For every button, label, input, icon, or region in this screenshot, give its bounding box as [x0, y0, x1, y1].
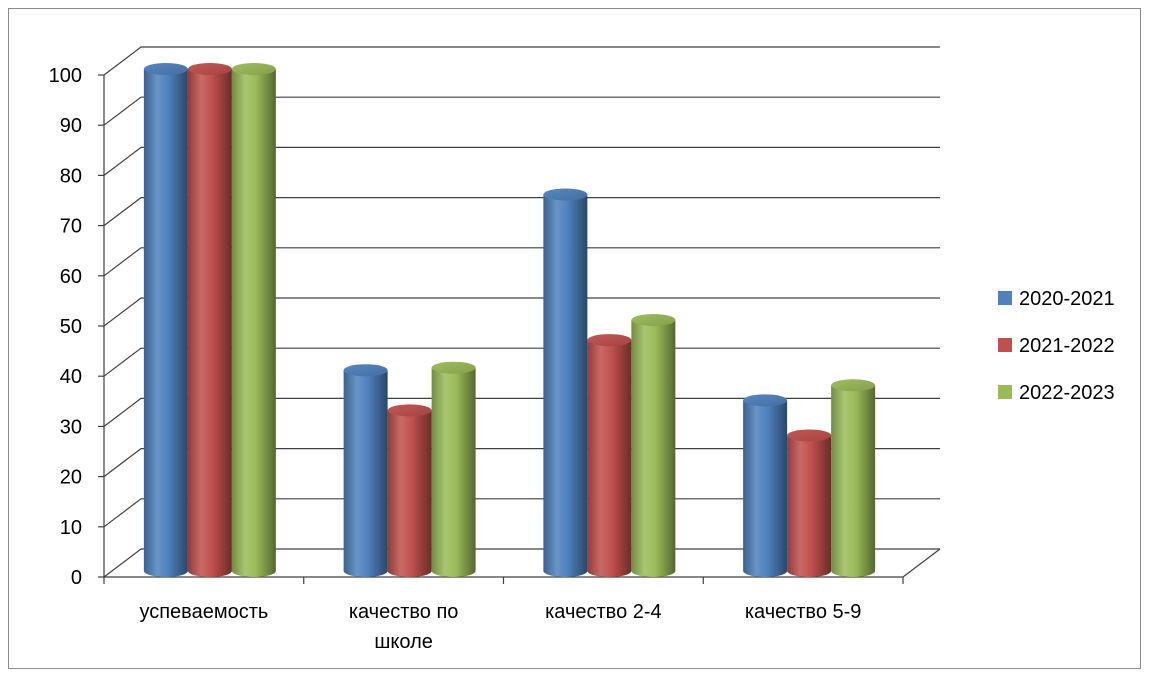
bar-body — [831, 385, 876, 577]
bar — [631, 314, 676, 577]
x-tick-label: успеваемость — [139, 601, 268, 623]
bar-body — [387, 410, 432, 577]
bar — [587, 334, 632, 577]
bar-body — [787, 435, 832, 577]
bar-top — [343, 364, 388, 377]
y-tick-label: 70 — [60, 216, 82, 238]
gridline — [103, 297, 940, 327]
y-tick-label: 90 — [60, 115, 82, 137]
y-tick-labels: 0 10 20 30 40 50 60 70 80 90 100 — [49, 65, 82, 589]
bar-top — [231, 63, 276, 75]
bar-top — [587, 334, 632, 347]
y-tick-label: 0 — [71, 567, 82, 589]
legend-swatch — [998, 385, 1012, 399]
bar-body — [743, 400, 788, 577]
y-tick-label: 30 — [60, 416, 82, 438]
x-tick-label: качество 2-4 — [545, 601, 662, 623]
bar — [343, 364, 388, 577]
y-tick-label: 60 — [60, 266, 82, 288]
legend-label: 2021-2022 — [1019, 335, 1115, 357]
bar — [787, 429, 832, 577]
y-tick-label: 50 — [60, 316, 82, 338]
gridline — [103, 46, 940, 76]
bar-body — [631, 320, 676, 577]
gridline — [103, 197, 940, 227]
bar-body — [343, 370, 388, 577]
y-tick-label: 20 — [60, 467, 82, 489]
gridline — [103, 247, 940, 277]
gridline — [103, 96, 940, 126]
bar-top — [831, 379, 876, 392]
legend: 2020-2021 2021-2022 2022-2023 — [998, 288, 1115, 404]
bar-top — [543, 188, 588, 201]
bar-top — [787, 429, 832, 442]
bar-body — [431, 367, 476, 577]
bar — [431, 361, 476, 577]
bar-top — [743, 394, 788, 407]
bar — [187, 63, 232, 577]
bar-top — [631, 314, 676, 326]
bar-body — [587, 340, 632, 577]
bar-body — [143, 69, 188, 577]
legend-label: 2022-2023 — [1019, 382, 1115, 404]
bar-body — [231, 69, 276, 577]
bar — [831, 379, 876, 577]
y-tick-label: 40 — [60, 366, 82, 388]
bar-top — [431, 361, 476, 374]
x-tick-label: школе — [374, 631, 433, 653]
bar-top — [143, 63, 188, 75]
x-tick-label: качество по — [349, 601, 459, 623]
y-tick-label: 80 — [60, 165, 82, 187]
bar — [387, 404, 432, 577]
bar-top — [387, 404, 432, 417]
x-tick-labels: успеваемость качество по школе качество 2-4… — [139, 601, 861, 653]
bar-top — [187, 63, 232, 75]
bar — [231, 63, 276, 577]
y-tick-label: 10 — [60, 517, 82, 539]
bar — [143, 63, 188, 577]
x-tick-label: качество 5-9 — [745, 601, 862, 623]
bars — [143, 63, 876, 577]
bar-body — [187, 69, 232, 577]
axes — [98, 74, 941, 584]
legend-swatch — [998, 338, 1012, 352]
y-tick-label: 100 — [49, 65, 82, 87]
bar-body — [543, 194, 588, 577]
gridline — [103, 146, 940, 176]
legend-swatch — [998, 291, 1012, 305]
bar — [543, 188, 588, 577]
bar — [743, 394, 788, 577]
legend-label: 2020-2021 — [1019, 288, 1115, 310]
